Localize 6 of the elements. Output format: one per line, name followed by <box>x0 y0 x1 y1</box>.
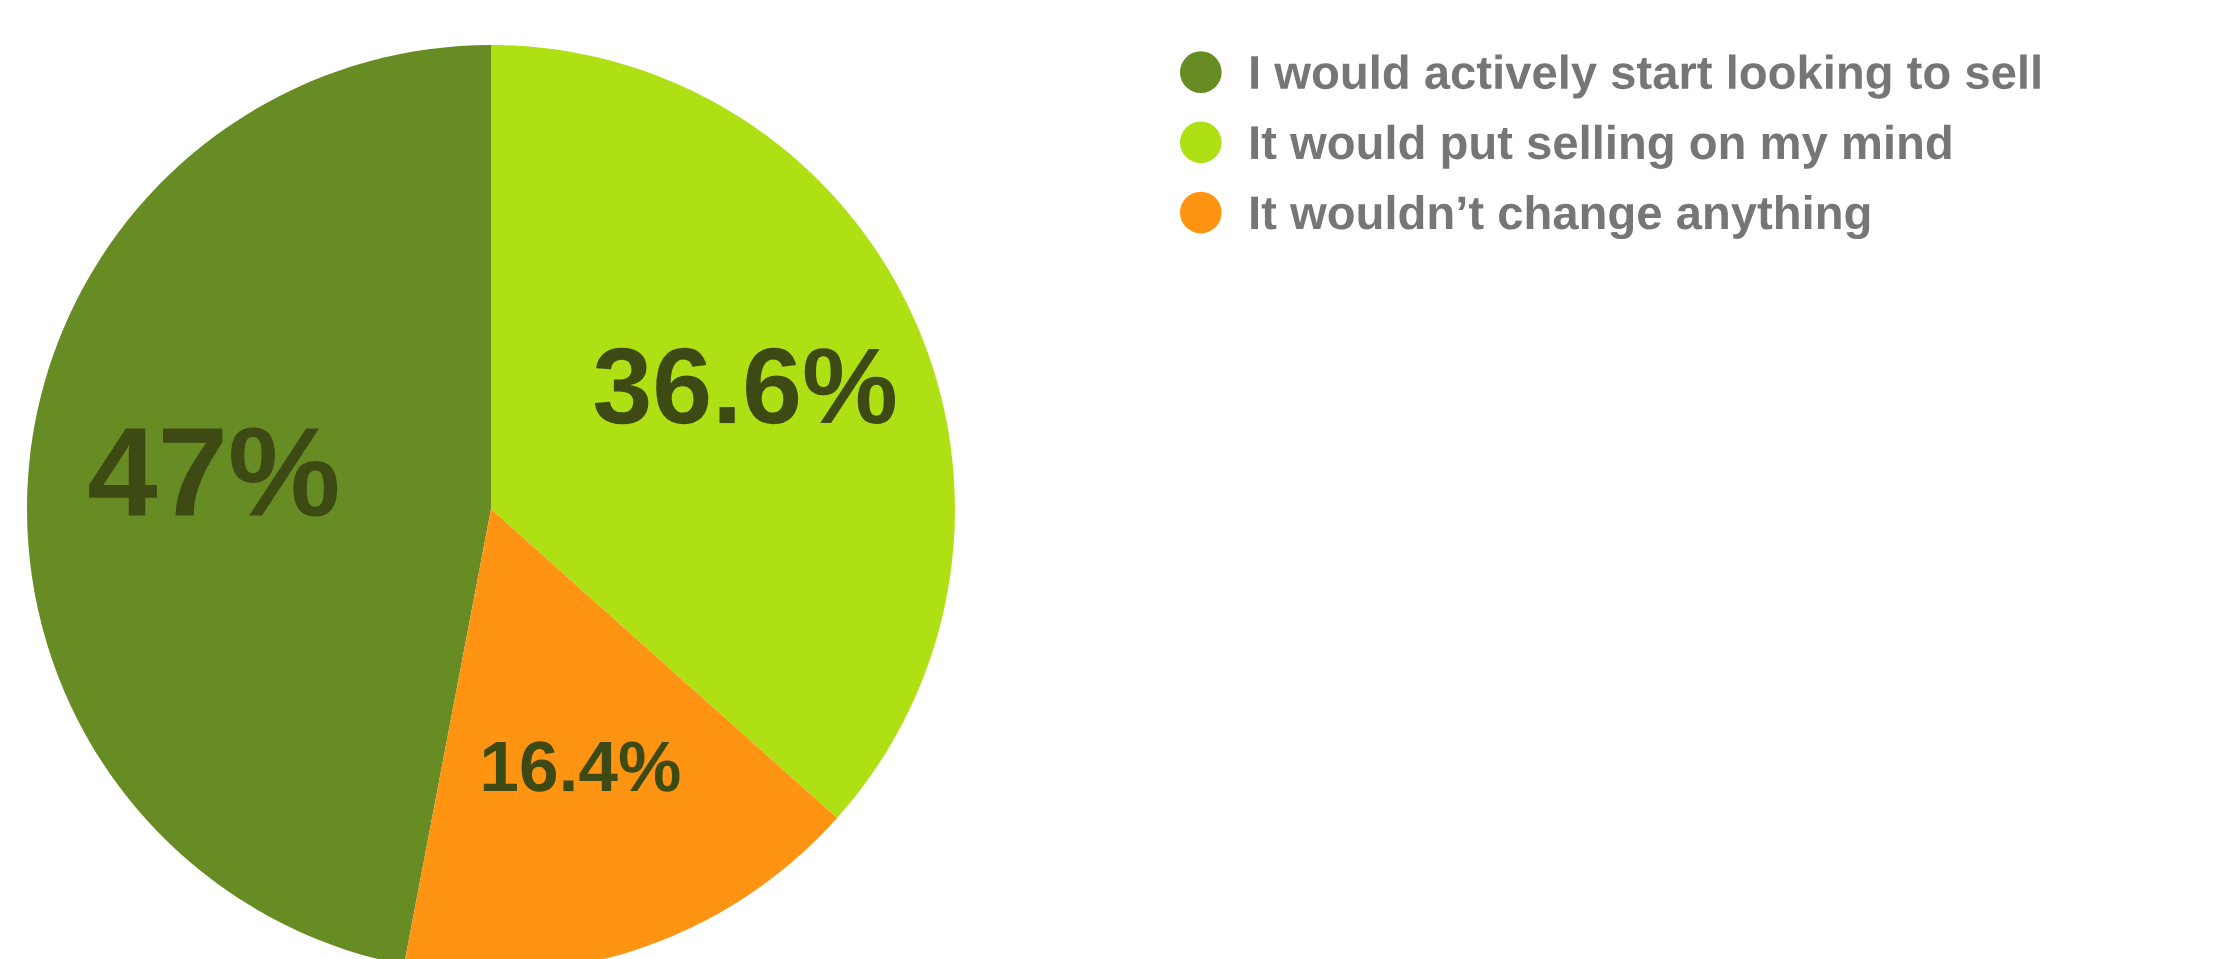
data-label: 16.4% <box>483 741 680 792</box>
legend-label: I would actively start looking to sell <box>1251 54 2040 99</box>
legend-label: It would put selling on my mind <box>1251 124 1951 169</box>
data-label: 47% <box>89 427 338 517</box>
data-label: 36.6% <box>594 347 896 425</box>
legend-label: It wouldn’t change anything <box>1251 194 1870 240</box>
